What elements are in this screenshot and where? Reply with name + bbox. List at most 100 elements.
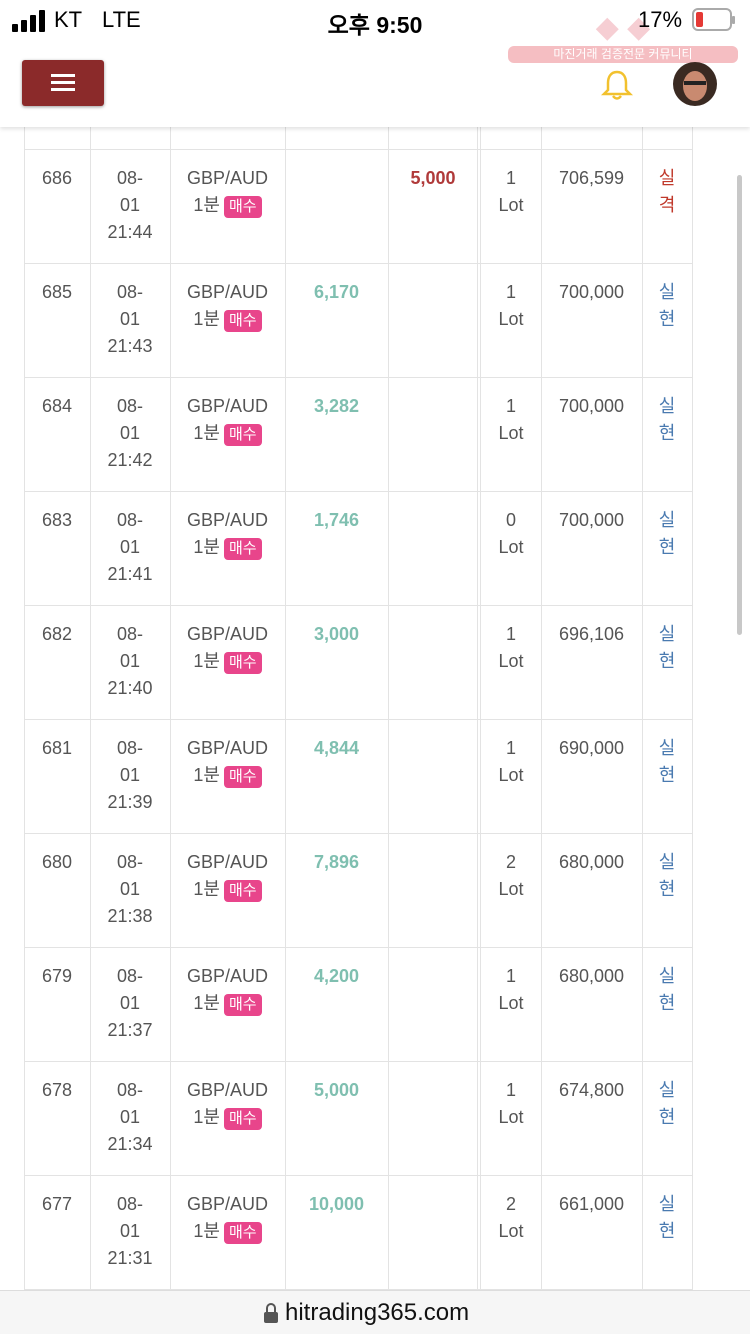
column-border <box>642 127 643 1291</box>
date-line: 21:31 <box>107 1248 153 1268</box>
profit: 5,000 <box>313 1080 360 1100</box>
side-badge: 매수 <box>223 1108 262 1130</box>
profit: 4,200 <box>313 966 360 986</box>
menu-button[interactable] <box>22 60 104 106</box>
scrollbar <box>737 175 742 635</box>
trade-date: 08- 01 21:39 <box>90 735 170 816</box>
lot: 1 Lot <box>498 966 524 1013</box>
date-line: 08- <box>116 1080 143 1100</box>
row-border <box>24 947 693 948</box>
period: 1분 <box>193 537 220 557</box>
status: 실현 <box>658 624 676 671</box>
battery-text: 17% <box>638 7 683 32</box>
profit: 1,746 <box>313 510 360 530</box>
lock-icon <box>264 1303 278 1323</box>
date-line: 01 <box>119 1221 141 1241</box>
period: 1분 <box>193 879 220 899</box>
balance: 680,000 <box>558 966 625 986</box>
lot: 0 Lot <box>498 510 524 557</box>
date-line: 21:37 <box>107 1020 153 1040</box>
pair: GBP/AUD <box>186 1080 269 1100</box>
date-line: 08- <box>116 624 143 644</box>
date-line: 21:38 <box>107 906 153 926</box>
lot: 1 Lot <box>498 282 524 329</box>
date-line: 21:44 <box>107 222 153 242</box>
balance: 696,106 <box>558 624 625 644</box>
bell-icon[interactable] <box>600 68 634 102</box>
row-border <box>24 377 693 378</box>
row-border <box>24 833 693 834</box>
column-border <box>170 127 171 1291</box>
date-line: 21:41 <box>107 564 153 584</box>
date-line: 08- <box>116 1194 143 1214</box>
column-border <box>90 127 91 1291</box>
pair-cell: GBP/AUD 1분 매수 <box>170 963 285 1017</box>
side-badge: 매수 <box>223 652 262 674</box>
period: 1분 <box>193 651 220 671</box>
row-border <box>24 1289 693 1290</box>
date-line: 21:40 <box>107 678 153 698</box>
watermark-caption: 마진거래 검증전문 커뮤니티 <box>508 46 738 63</box>
profit: 7,896 <box>313 852 360 872</box>
lot: 1 Lot <box>498 1080 524 1127</box>
side-badge: 매수 <box>223 538 262 560</box>
balance: 680,000 <box>558 852 625 872</box>
row-border <box>24 1175 693 1176</box>
trade-date: 08- 01 21:42 <box>90 393 170 474</box>
lot: 2 Lot <box>498 852 524 899</box>
pair-cell: GBP/AUD 1분 매수 <box>170 1077 285 1131</box>
period: 1분 <box>193 765 220 785</box>
column-border <box>24 127 25 1291</box>
pair-cell: GBP/AUD 1분 매수 <box>170 621 285 675</box>
period-line: 1분 매수 <box>170 648 285 675</box>
pair-cell: GBP/AUD 1분 매수 <box>170 507 285 561</box>
trade-id: 683 <box>41 510 73 530</box>
pair-cell: GBP/AUD 1분 매수 <box>170 165 285 219</box>
status: 실현 <box>658 738 676 785</box>
balance: 700,000 <box>558 396 625 416</box>
pair: GBP/AUD <box>186 1194 269 1214</box>
trade-date: 08- 01 21:38 <box>90 849 170 930</box>
side-badge: 매수 <box>223 766 262 788</box>
column-border <box>480 127 481 1291</box>
column-border <box>692 127 693 1291</box>
column-border <box>541 127 542 1291</box>
trade-date: 08- 01 21:34 <box>90 1077 170 1158</box>
status: 실현 <box>658 1080 676 1127</box>
lot: 2 Lot <box>498 1194 524 1241</box>
trade-id: 686 <box>41 168 73 188</box>
trade-date: 08- 01 21:37 <box>90 963 170 1044</box>
balance: 700,000 <box>558 282 625 302</box>
period-line: 1분 매수 <box>170 990 285 1017</box>
status: 실현 <box>658 396 676 443</box>
row-border <box>24 1061 693 1062</box>
balance: 706,599 <box>558 168 625 188</box>
period-line: 1분 매수 <box>170 306 285 333</box>
date-line: 21:42 <box>107 450 153 470</box>
clock: 오후 9:50 <box>327 12 423 38</box>
date-line: 01 <box>119 879 141 899</box>
lot: 1 Lot <box>498 168 524 215</box>
date-line: 01 <box>119 1107 141 1127</box>
trade-id: 679 <box>41 966 73 986</box>
period-line: 1분 매수 <box>170 1218 285 1245</box>
status: 실현 <box>658 510 676 557</box>
trade-id: 685 <box>41 282 73 302</box>
period-line: 1분 매수 <box>170 192 285 219</box>
period: 1분 <box>193 195 220 215</box>
avatar[interactable] <box>672 61 718 107</box>
period: 1분 <box>193 1107 220 1127</box>
trade-id: 681 <box>41 738 73 758</box>
row-border <box>24 719 693 720</box>
date-line: 01 <box>119 993 141 1013</box>
date-line: 01 <box>119 537 141 557</box>
date-line: 01 <box>119 765 141 785</box>
pair: GBP/AUD <box>186 738 269 758</box>
pair: GBP/AUD <box>186 624 269 644</box>
row-border <box>24 605 693 606</box>
profit: 4,844 <box>313 738 360 758</box>
trade-table: 686 08- 01 21:44 GBP/AUD 1분 매수 5,000 1 Lot 706,59… <box>0 127 750 1291</box>
pair-cell: GBP/AUD 1분 매수 <box>170 1191 285 1245</box>
side-badge: 매수 <box>223 196 262 218</box>
